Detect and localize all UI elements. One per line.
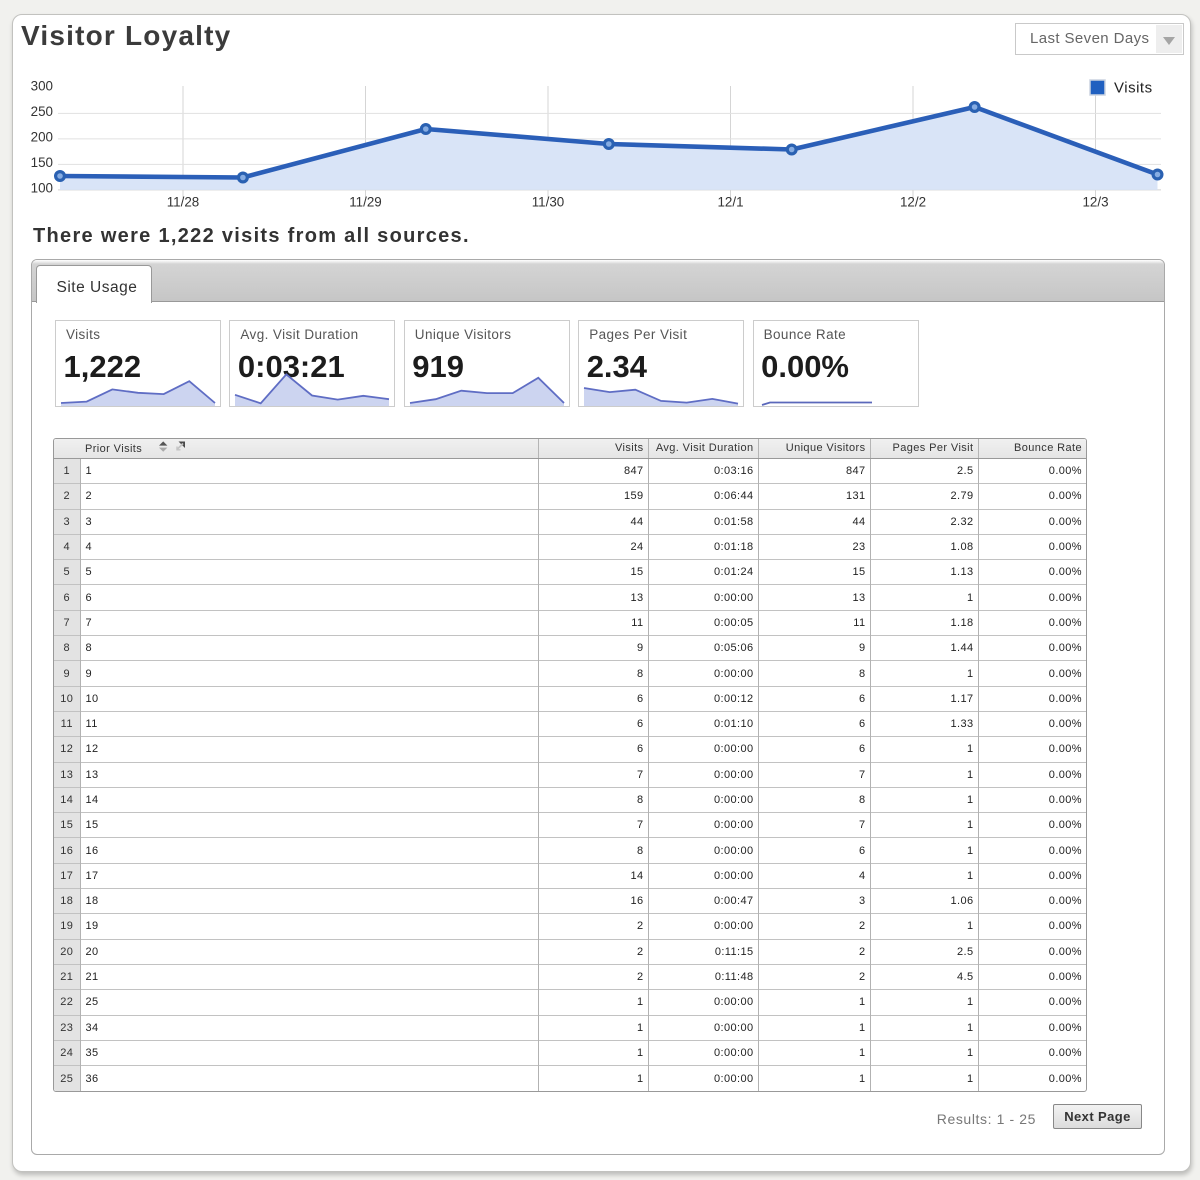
- svg-text:100: 100: [31, 180, 53, 195]
- svg-text:11/30: 11/30: [532, 194, 565, 209]
- svg-text:300: 300: [31, 78, 53, 93]
- svg-text:200: 200: [31, 129, 53, 144]
- svg-text:12/2: 12/2: [900, 194, 926, 209]
- svg-text:12/1: 12/1: [717, 194, 743, 209]
- svg-text:150: 150: [31, 155, 53, 170]
- svg-text:250: 250: [31, 104, 53, 119]
- svg-text:11/29: 11/29: [349, 194, 382, 209]
- svg-text:Visits: Visits: [1114, 79, 1153, 96]
- svg-text:12/3: 12/3: [1082, 194, 1108, 209]
- svg-text:11/28: 11/28: [167, 194, 200, 209]
